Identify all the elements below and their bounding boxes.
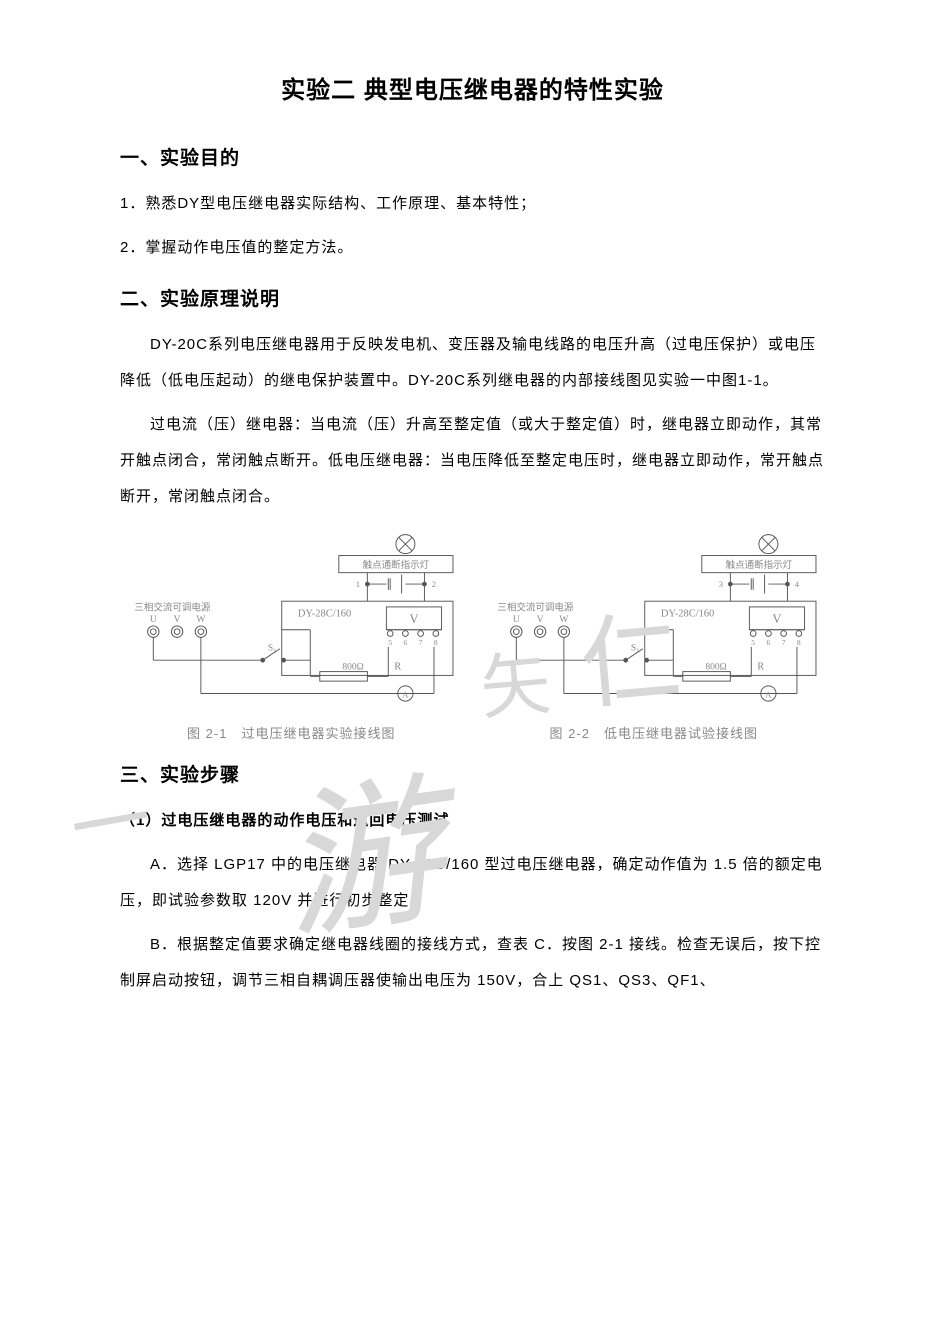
svg-text:R: R: [757, 662, 764, 673]
svg-text:DY-28C/160: DY-28C/160: [298, 608, 351, 619]
diagram-caption: 图 2-2 低电压继电器试验接线图: [550, 723, 758, 742]
diagram-2: 触点通断指示灯34DY-28C/160V5678三相交流可调电源UVWS₁800…: [483, 527, 826, 742]
svg-text:V: V: [772, 612, 781, 626]
svg-text:7: 7: [419, 638, 423, 647]
svg-text:A: A: [402, 689, 409, 699]
svg-text:8: 8: [434, 638, 438, 647]
svg-text:触点通断指示灯: 触点通断指示灯: [725, 559, 792, 571]
step-subheading: （1）过电压继电器的动作电压和返回电压测试: [120, 803, 825, 839]
svg-text:5: 5: [388, 638, 392, 647]
svg-text:2: 2: [432, 579, 436, 589]
svg-text:三相交流可调电源: 三相交流可调电源: [497, 602, 574, 614]
svg-text:6: 6: [766, 638, 770, 647]
diagrams-row: 触点通断指示灯12DY-28C/160V5678三相交流可调电源UVWS₁800…: [120, 527, 825, 742]
svg-text:5: 5: [751, 638, 755, 647]
svg-text:W: W: [559, 615, 568, 625]
svg-text:4: 4: [794, 579, 799, 589]
principle-paragraph: 过电流（压）继电器：当电流（压）升高至整定值（或大于整定值）时，继电器立即动作，…: [120, 407, 825, 515]
svg-text:DY-28C/160: DY-28C/160: [660, 608, 713, 619]
svg-text:A: A: [765, 689, 772, 699]
circuit-diagram-2: 触点通断指示灯34DY-28C/160V5678三相交流可调电源UVWS₁800…: [483, 527, 826, 717]
svg-text:V: V: [536, 615, 543, 625]
section2-heading: 二、实验原理说明: [120, 284, 825, 311]
svg-text:7: 7: [781, 638, 785, 647]
diagram-1: 触点通断指示灯12DY-28C/160V5678三相交流可调电源UVWS₁800…: [120, 527, 463, 742]
svg-text:U: U: [150, 615, 157, 625]
svg-text:8: 8: [796, 638, 800, 647]
section3-heading: 三、实验步骤: [120, 760, 825, 787]
svg-text:U: U: [512, 615, 519, 625]
svg-text:三相交流可调电源: 三相交流可调电源: [134, 602, 211, 614]
principle-paragraph: DY-20C系列电压继电器用于反映发电机、变压器及输电线路的电压升高（过电压保护…: [120, 327, 825, 399]
diagram-caption: 图 2-1 过电压继电器实验接线图: [187, 723, 395, 742]
circuit-diagram-1: 触点通断指示灯12DY-28C/160V5678三相交流可调电源UVWS₁800…: [120, 527, 463, 717]
svg-text:W: W: [196, 615, 205, 625]
objective-item: 2．掌握动作电压值的整定方法。: [120, 230, 825, 266]
page-title: 实验二 典型电压继电器的特性实验: [120, 70, 825, 105]
svg-text:V: V: [410, 612, 419, 626]
section1-heading: 一、实验目的: [120, 143, 825, 170]
svg-text:V: V: [174, 615, 181, 625]
svg-text:R: R: [394, 662, 401, 673]
step-paragraph: A．选择 LGP17 中的电压继电器 DY-28C/160 型过电压继电器，确定…: [120, 847, 825, 919]
step-paragraph: B．根据整定值要求确定继电器线圈的接线方式，查表 C．按图 2-1 接线。检查无…: [120, 927, 825, 999]
svg-text:3: 3: [718, 579, 722, 589]
svg-text:触点通断指示灯: 触点通断指示灯: [363, 559, 430, 571]
svg-text:6: 6: [404, 638, 408, 647]
svg-text:1: 1: [356, 579, 360, 589]
objective-item: 1．熟悉DY型电压继电器实际结构、工作原理、基本特性；: [120, 186, 825, 222]
